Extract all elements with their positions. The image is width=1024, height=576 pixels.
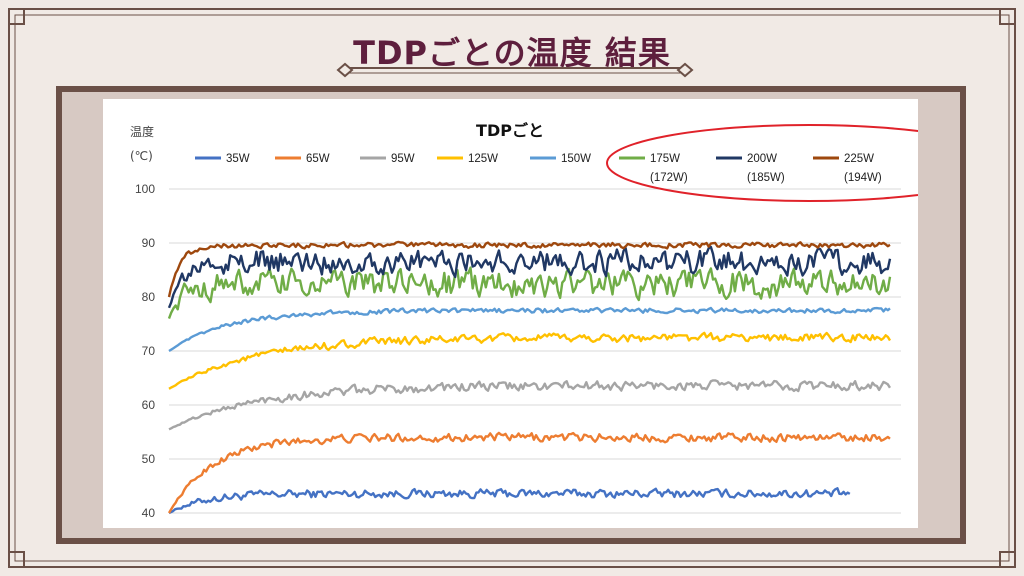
series-line-125W — [168, 331, 892, 390]
y-tick-label-40: 40 — [142, 506, 156, 520]
decorative-frame — [8, 8, 1016, 568]
series-line-225W — [167, 240, 891, 298]
series-line-65W — [167, 431, 891, 514]
series-line-35W — [168, 487, 851, 515]
y-axis-label: 温度 — [130, 124, 154, 139]
legend-label-95W: 95W — [391, 153, 415, 165]
series-line-200W — [167, 245, 892, 309]
y-tick-label-100: 100 — [135, 182, 155, 196]
legend-label-225W: 225W — [844, 153, 874, 165]
y-axis-unit: (℃) — [130, 149, 153, 163]
legend-label-200W: 200W — [747, 153, 777, 165]
y-tick-label-70: 70 — [142, 344, 156, 358]
legend-highlight-ellipse — [606, 124, 918, 202]
series-line-175W — [167, 266, 892, 320]
y-tick-label-50: 50 — [142, 452, 156, 466]
y-tick-label-60: 60 — [142, 398, 156, 412]
legend-note-225W: (194W) — [844, 172, 882, 184]
chart-area: 40 50 60 70 80 90 100 温度 (℃) TDPごと 35W 65W 95W 12… — [103, 99, 918, 528]
series-line-95W — [168, 379, 892, 431]
slide-title: TDPごとの温度 結果 — [353, 34, 671, 72]
legend-label-175W: 175W — [650, 153, 680, 165]
legend-label-65W: 65W — [306, 153, 330, 165]
temperature-line-chart: 40 50 60 70 80 90 100 温度 (℃) TDPごと 35W 65W 95W 12… — [130, 121, 918, 520]
legend-label-35W: 35W — [226, 153, 250, 165]
legend-label-125W: 125W — [468, 153, 498, 165]
legend-note-200W: (185W) — [747, 172, 785, 184]
legend-label-150W: 150W — [561, 153, 591, 165]
series-line-150W — [168, 306, 891, 353]
chart-title: TDPごと — [476, 121, 544, 140]
y-tick-label-80: 80 — [142, 290, 156, 304]
y-tick-label-90: 90 — [142, 236, 156, 250]
legend-note-175W: (172W) — [650, 172, 688, 184]
